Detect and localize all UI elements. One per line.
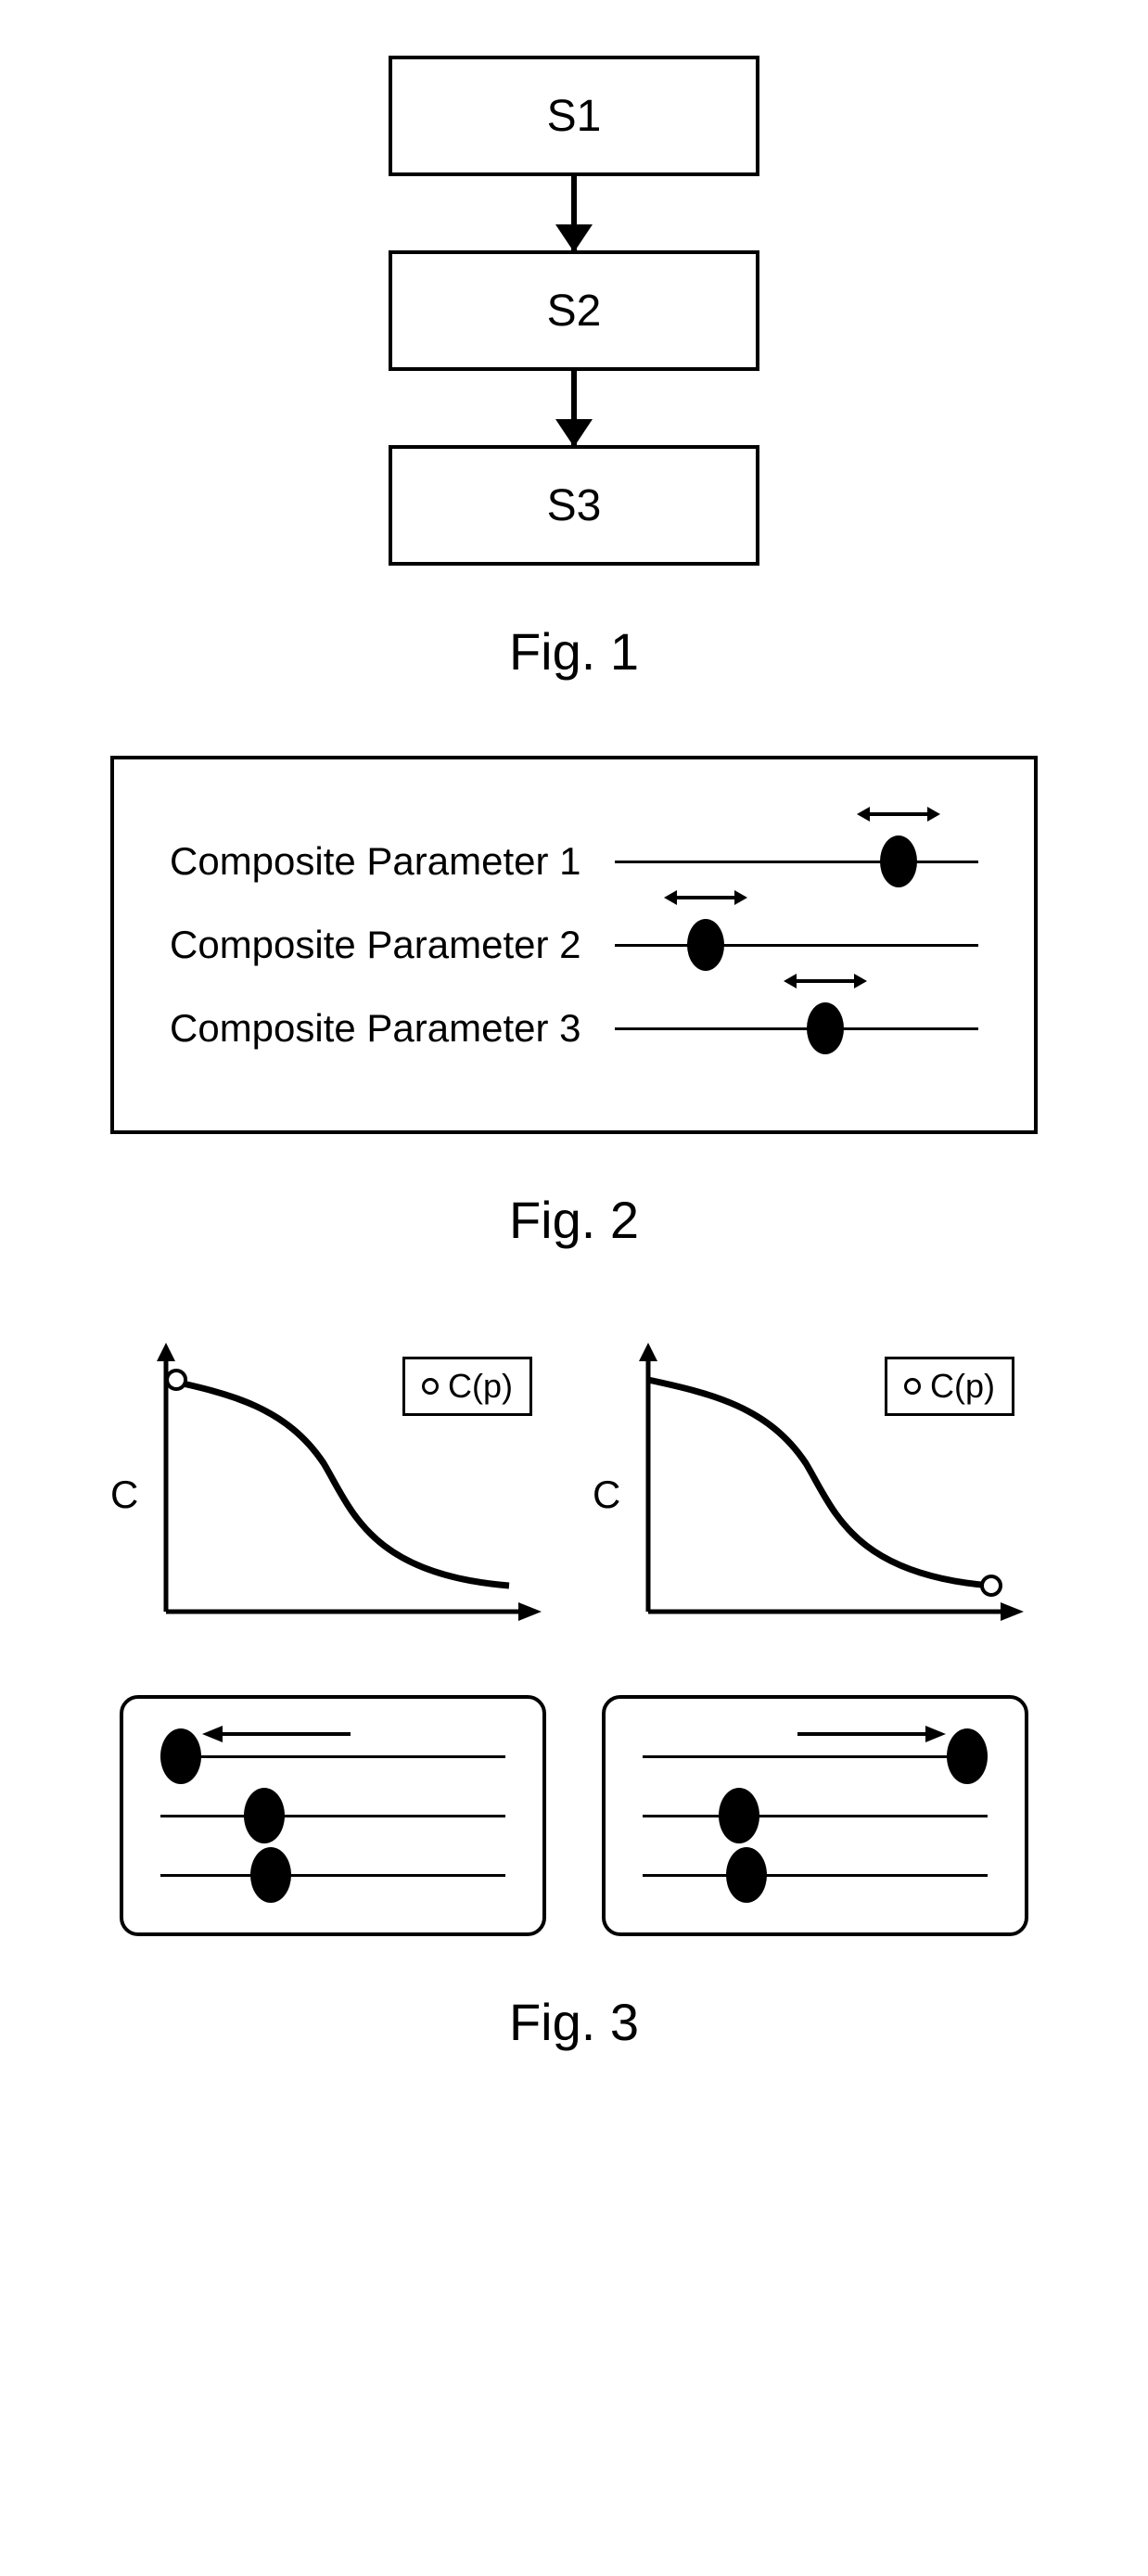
small-slider-panel [120,1695,546,1936]
flow-box-s1: S1 [389,56,759,176]
flow-arrow-icon [571,371,577,445]
legend-box: C(p) [402,1357,532,1416]
flow-box-label: S2 [547,286,602,337]
slider-thumb[interactable] [719,1788,759,1843]
chart-group-left: C C(p) [120,1343,546,1936]
y-axis-label: C [110,1473,138,1517]
slider-track[interactable] [615,861,978,863]
slider-track[interactable] [160,1755,505,1758]
legend-marker-icon [904,1378,921,1395]
slider-track[interactable] [615,944,978,947]
slider-panel-fig2: Composite Parameter 1 Composite Paramete… [110,756,1038,1134]
fig3-container: C C(p) [120,1343,1028,1936]
marker-point [982,1576,1001,1595]
slider-label: Composite Parameter 1 [170,839,615,884]
slider-row: Composite Parameter 3 [170,1001,978,1056]
chart-group-right: C C(p) [602,1343,1028,1936]
legend-text: C(p) [930,1367,995,1406]
slider-track[interactable] [160,1874,505,1877]
left-arrow-icon [202,1723,351,1746]
slider-thumb[interactable] [687,919,724,971]
legend-text: C(p) [448,1367,513,1406]
slider-track[interactable] [643,1755,988,1758]
flow-arrow-icon [571,176,577,250]
chart-box: C C(p) [120,1343,546,1677]
slider-track[interactable] [160,1815,505,1817]
slider-thumb[interactable] [726,1847,767,1903]
flow-box-label: S1 [547,91,602,142]
marker-point [167,1371,185,1389]
slider-row: Composite Parameter 1 [170,834,978,889]
flowchart-fig1: S1 S2 S3 [389,56,759,566]
small-slider-panel [602,1695,1028,1936]
slider-thumb[interactable] [947,1728,988,1784]
y-axis-label: C [593,1473,620,1517]
bidirectional-arrow-icon [857,800,940,828]
slider-thumb[interactable] [244,1788,285,1843]
slider-track[interactable] [643,1874,988,1877]
slider-thumb[interactable] [807,1002,844,1054]
slider-label: Composite Parameter 3 [170,1006,615,1051]
slider-label: Composite Parameter 2 [170,923,615,967]
flow-box-s3: S3 [389,445,759,566]
slider-thumb[interactable] [160,1728,201,1784]
figure-caption: Fig. 1 [509,621,639,682]
figure-caption: Fig. 2 [509,1190,639,1250]
slider-track[interactable] [615,1027,978,1030]
slider-row: Composite Parameter 2 [170,917,978,973]
slider-thumb[interactable] [250,1847,291,1903]
legend-box: C(p) [885,1357,1014,1416]
right-arrow-icon [797,1723,946,1746]
bidirectional-arrow-icon [664,884,747,912]
legend-marker-icon [422,1378,439,1395]
slider-track[interactable] [643,1815,988,1817]
bidirectional-arrow-icon [784,967,867,995]
chart-box: C C(p) [602,1343,1028,1677]
flow-box-label: S3 [547,480,602,531]
slider-thumb[interactable] [880,835,917,887]
flow-box-s2: S2 [389,250,759,371]
figure-caption: Fig. 3 [509,1992,639,2052]
